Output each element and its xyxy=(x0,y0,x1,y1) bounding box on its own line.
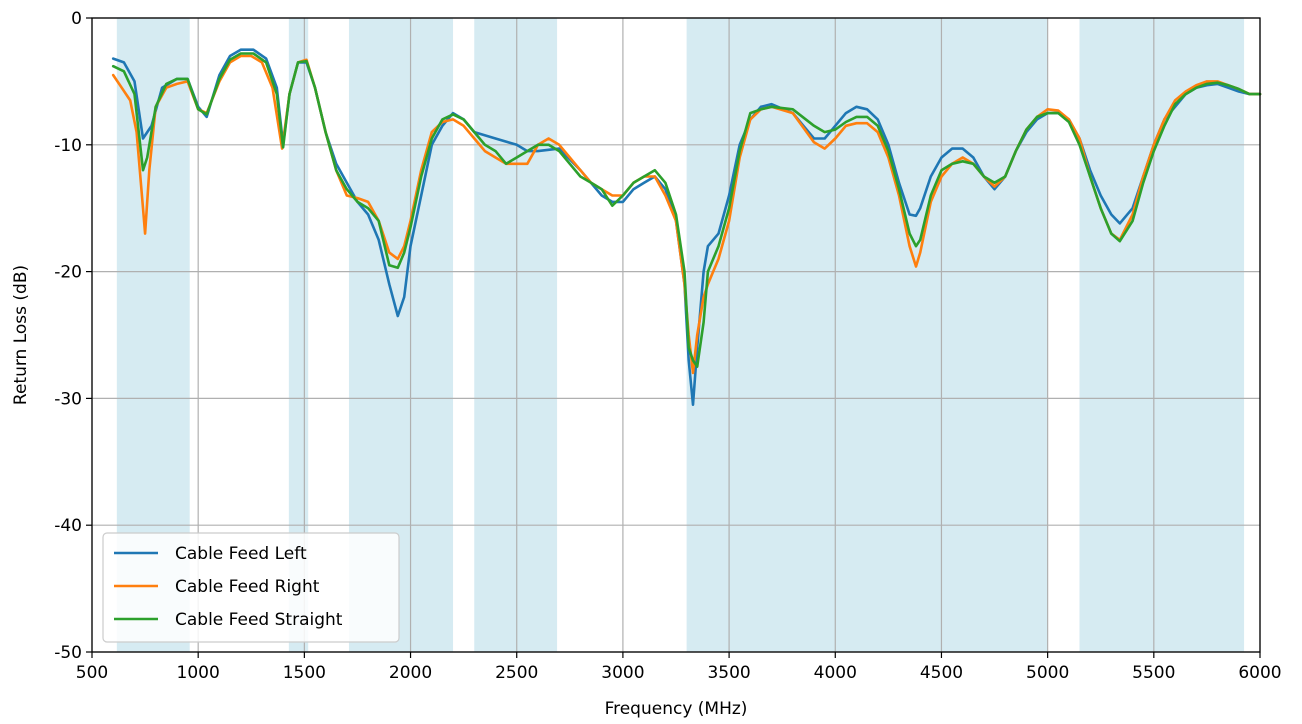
y-tick-label: -30 xyxy=(54,389,82,409)
x-tick-label: 4000 xyxy=(814,663,857,683)
grid-lines xyxy=(91,17,1261,653)
legend-label-straight: Cable Feed Straight xyxy=(175,610,343,630)
shaded-band xyxy=(1079,18,1245,652)
y-tick-label: -20 xyxy=(54,263,82,283)
legend: Cable Feed Left Cable Feed Right Cable F… xyxy=(102,532,400,643)
x-axis-label: Frequency (MHz) xyxy=(605,699,748,719)
legend-label-right: Cable Feed Right xyxy=(175,577,320,597)
y-axis-ticks: 0 -10 -20 -30 -40 -50 xyxy=(54,9,92,663)
x-tick-label: 2500 xyxy=(495,663,538,683)
x-tick-label: 1000 xyxy=(177,663,220,683)
x-tick-label: 3500 xyxy=(707,663,750,683)
x-axis-ticks: 500 1000 1500 2000 2500 3000 3500 4000 4500 5000 5… xyxy=(76,652,1282,683)
series-line-2 xyxy=(111,52,1262,368)
x-tick-label: 500 xyxy=(76,663,108,683)
x-tick-label: 5000 xyxy=(1026,663,1069,683)
shaded-band xyxy=(686,18,1048,652)
y-tick-label: -40 xyxy=(54,516,82,536)
y-tick-label: 0 xyxy=(71,9,82,29)
y-axis-label: Return Loss (dB) xyxy=(11,265,31,405)
x-tick-label: 4500 xyxy=(920,663,963,683)
legend-label-left: Cable Feed Left xyxy=(175,544,307,564)
series-lines xyxy=(111,48,1262,406)
shaded-band xyxy=(288,18,309,652)
shaded-band xyxy=(474,18,558,652)
x-tick-label: 2000 xyxy=(389,663,432,683)
plot-frame xyxy=(91,17,1261,653)
y-tick-label: -10 xyxy=(54,136,82,156)
x-tick-label: 6000 xyxy=(1238,663,1281,683)
x-tick-label: 1500 xyxy=(283,663,326,683)
y-tick-label: -50 xyxy=(54,643,82,663)
legend-box xyxy=(102,532,400,643)
x-tick-label: 3000 xyxy=(601,663,644,683)
x-tick-label: 5500 xyxy=(1132,663,1175,683)
